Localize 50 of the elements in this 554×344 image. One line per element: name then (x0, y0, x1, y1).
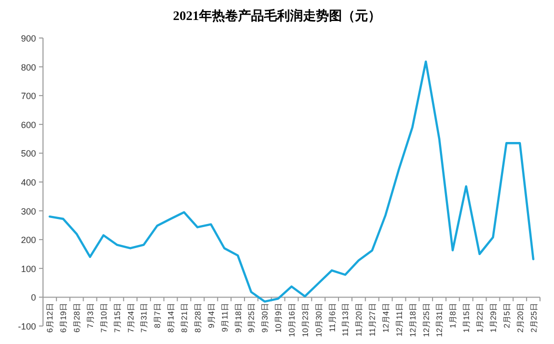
x-tick-label: 7月3日 (86, 303, 96, 328)
x-tick-label: 11月27日 (368, 303, 378, 336)
y-tick-label: 900 (20, 34, 36, 44)
line-series (48, 60, 534, 303)
x-tick-label: 10月16日 (288, 303, 296, 337)
x-tick-label: 2月25日 (529, 303, 538, 333)
x-tick-label: 8月7日 (153, 303, 162, 328)
x-tick-label: 1月15日 (462, 303, 472, 333)
x-tick-label: 8月28日 (193, 303, 202, 333)
x-tick-label: 12月25日 (422, 303, 431, 337)
x-tick-label: 8月14日 (166, 303, 176, 333)
x-tick-label: 12月31日 (435, 303, 444, 337)
x-tick-label: 11月20日 (354, 303, 364, 336)
y-tick-label: 400 (20, 178, 36, 188)
x-tick-label: 10月9日 (274, 303, 284, 333)
x-tick-label: 1月22日 (476, 303, 485, 333)
y-tick-label: 600 (20, 120, 36, 130)
x-tick-label: 7月15日 (112, 303, 122, 333)
x-tick-label: 6月12日 (46, 303, 55, 333)
x-tick-label: 9月11日 (220, 303, 230, 332)
x-tick-label: 9月25日 (247, 303, 256, 333)
x-tick-label: 6月28日 (72, 303, 82, 333)
y-tick-label: 0 (30, 292, 36, 303)
x-tick-label: 2月5日 (502, 303, 512, 328)
chart-title: 2021年热卷产品毛利润走势图（元） (173, 8, 381, 23)
x-tick-label: 7月24日 (126, 303, 136, 333)
x-tick-label: 8月21日 (180, 303, 190, 333)
x-tick-label: 9月18日 (234, 303, 243, 333)
x-tick-label: 10月30日 (314, 303, 324, 337)
x-tick-label: 10月23日 (300, 303, 310, 337)
x-tick-label: 12月18日 (408, 303, 418, 337)
x-tick-label: 11月6日 (328, 303, 337, 332)
y-tick-label: 700 (20, 91, 36, 102)
x-tick-label: 1月29日 (488, 303, 498, 333)
x-tick-label: 9月4日 (206, 303, 216, 328)
y-tick-label: 100 (20, 264, 36, 274)
x-tick-label: 12月11日 (394, 303, 404, 336)
x-tick-label: 11月13日 (341, 303, 350, 336)
y-tick-label: 200 (20, 235, 36, 246)
x-tick-label: 7月10日 (99, 303, 108, 333)
x-tick-label: 6月19日 (59, 303, 68, 333)
y-tick-label: 300 (20, 206, 36, 216)
y-tick-label: -100 (18, 322, 36, 332)
x-tick-label: 9月30日 (260, 303, 270, 333)
x-tick-label: 12月4日 (382, 303, 391, 333)
y-tick-label: 800 (20, 62, 36, 72)
x-tick-label: 7月31日 (140, 303, 149, 333)
y-tick-label: 500 (20, 148, 36, 159)
x-tick-label: 1月8日 (448, 303, 458, 328)
x-tick-label: 2月20日 (516, 303, 525, 333)
